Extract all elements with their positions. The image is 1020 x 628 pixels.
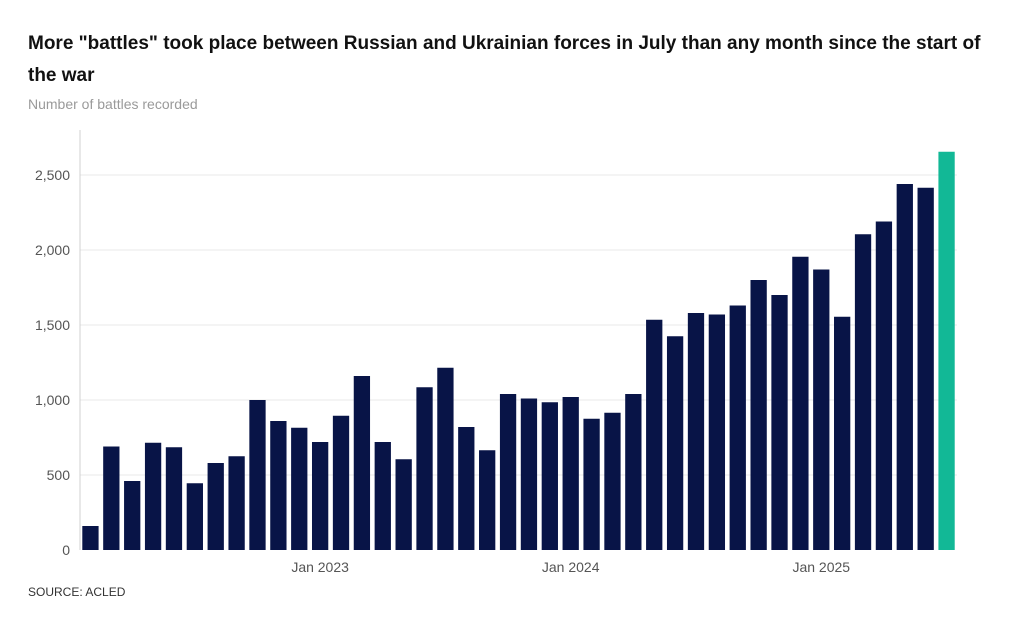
bar-highlight: Jul 2025: 2655 [938,151,955,550]
bar: Apr 2022: 460 [124,481,141,550]
source-note: SOURCE: ACLED [28,585,126,599]
bar: Jan 2024: 1020 [562,397,579,550]
bar: Jul 2023: 1215 [437,367,454,550]
bar: Aug 2024: 1570 [708,314,726,550]
bar: Sep 2022: 625 [228,456,245,550]
y-tick-label: 2,500 [35,167,70,183]
bar: Oct 2023: 1040 [499,394,517,550]
bar: Sep 2024: 1630 [729,305,746,550]
bar: Feb 2022: 160 [82,526,99,550]
bar: Aug 2022: 580 [207,463,224,550]
bar: Jun 2022: 685 [165,447,183,550]
y-tick-label: 0 [62,542,70,558]
bar: Oct 2022: 1000 [249,400,266,550]
axes: 0 500 1,000 1,500 2,000 2,500 Jan 2023 Jan 2024… [35,130,850,575]
bar: Nov 2022: 860 [270,421,287,550]
bar: Dec 2023: 985 [541,402,558,550]
bar: Jul 2024: 1580 [687,313,705,550]
y-tick-label: 2,000 [35,242,70,258]
bar: Jun 2023: 1085 [416,387,433,550]
bar: Oct 2024: 1800 [750,280,767,550]
x-tick-label: Jan 2023 [291,559,349,575]
bar: Apr 2024: 1040 [625,394,642,550]
bar: Jun 2024: 1425 [666,336,684,550]
bar: May 2025: 2440 [896,184,913,550]
bar: Aug 2023: 820 [458,427,475,550]
bar: Sep 2023: 665 [479,450,496,550]
bar: Nov 2024: 1700 [771,295,788,550]
x-tick-label: Jan 2024 [542,559,600,575]
chart-subtitle: Number of battles recorded [28,96,198,112]
bar: Nov 2023: 1010 [520,398,538,550]
x-tick-label: Jan 2025 [792,559,850,575]
bar: Mar 2023: 1160 [353,376,371,550]
bar: Mar 2022: 690 [103,446,120,550]
bar: Mar 2025: 2105 [854,234,872,550]
bar: Apr 2025: 2190 [875,221,893,550]
bar: Feb 2023: 895 [332,415,350,550]
y-tick-label: 1,000 [35,392,70,408]
bar: Apr 2023: 720 [374,442,391,550]
y-tick-label: 500 [47,467,71,483]
bar: Feb 2025: 1555 [834,316,851,550]
chart-title: More "battles" took place between Russia… [28,33,981,86]
bar: May 2022: 715 [144,442,162,550]
bar: May 2023: 605 [395,459,412,550]
bar: Jan 2023: 720 [311,442,329,550]
bar: Jun 2025: 2415 [917,187,934,550]
bar: Feb 2024: 875 [583,418,600,550]
bar: Jul 2022: 445 [186,483,203,550]
bar: Dec 2022: 815 [291,427,308,550]
bar: Jan 2025: 1870 [813,269,830,550]
bars: Feb 2022: 160Mar 2022: 690Apr 2022: 460M… [82,151,955,550]
bar: Mar 2024: 915 [604,412,621,550]
bar: May 2024: 1535 [646,319,663,550]
y-tick-label: 1,500 [35,317,70,333]
bar: Dec 2024: 1955 [792,256,809,550]
gridlines [80,174,957,476]
